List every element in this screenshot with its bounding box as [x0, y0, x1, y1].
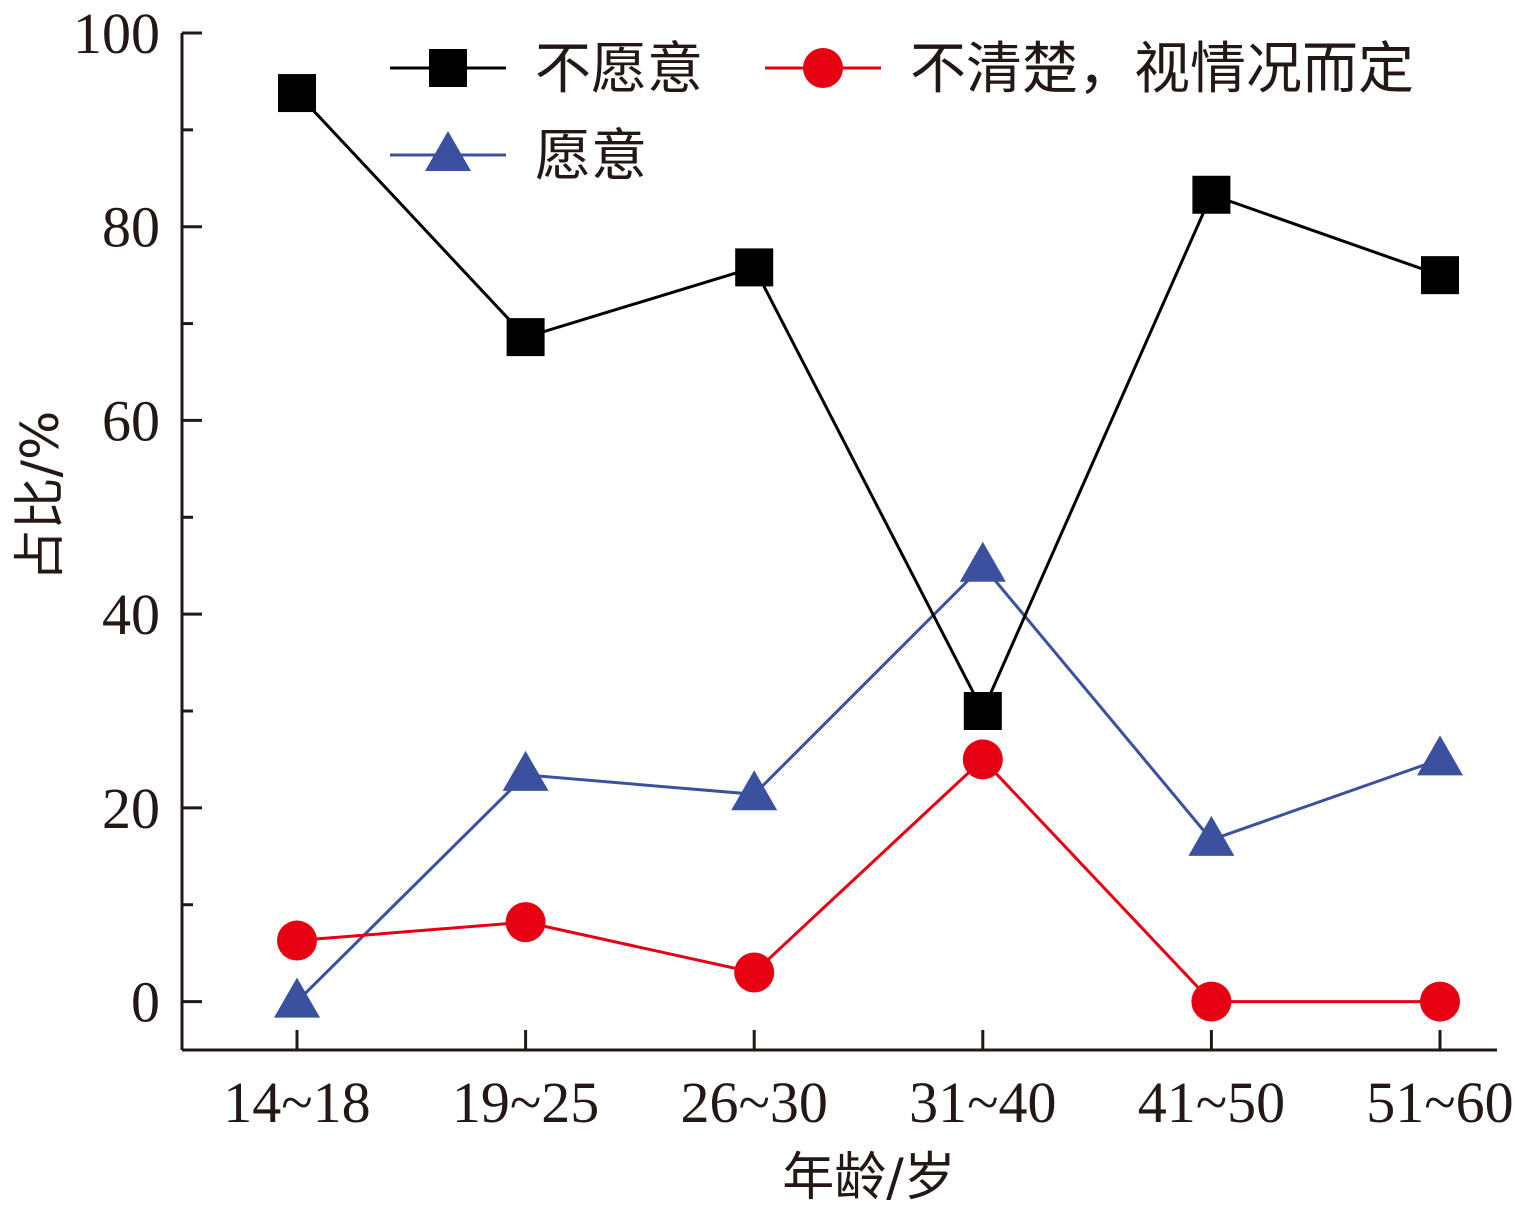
- data-point: [1188, 815, 1235, 856]
- data-point: [1191, 981, 1232, 1022]
- data-point: [1421, 256, 1459, 295]
- x-tick-label: 31~40: [909, 1070, 1056, 1135]
- y-tick-label: 0: [131, 970, 160, 1035]
- x-tick-label: 19~25: [452, 1070, 599, 1135]
- x-axis-title: 年龄/岁: [782, 1148, 956, 1208]
- data-point: [734, 952, 775, 993]
- legend-item: 愿意: [390, 124, 647, 189]
- data-point: [731, 770, 778, 811]
- legend-item: 不清楚，视情况而定: [765, 37, 1414, 102]
- series-layer: [274, 74, 1463, 1022]
- y-axis-title: 占比/%: [11, 411, 71, 582]
- legend-label: 不愿意: [535, 37, 703, 102]
- series-line: [296, 757, 1440, 1004]
- legend-item: 不愿意: [390, 37, 703, 102]
- series-2: [274, 541, 1463, 1018]
- data-point: [502, 750, 549, 791]
- y-tick-label: 80: [102, 195, 160, 260]
- legend-marker: [425, 131, 471, 171]
- x-tick-label: 14~18: [223, 1070, 370, 1135]
- series-1: [277, 739, 1460, 1022]
- data-point: [505, 902, 546, 943]
- y-tick-label: 20: [102, 776, 160, 841]
- data-point: [1192, 175, 1231, 214]
- data-point: [963, 692, 1002, 730]
- data-point: [962, 739, 1003, 780]
- data-point: [1417, 735, 1463, 776]
- legend-marker: [429, 49, 467, 87]
- legend-marker: [803, 48, 843, 88]
- data-point: [959, 541, 1006, 582]
- series-line: [295, 563, 1441, 1003]
- x-tick-label: 51~60: [1366, 1070, 1513, 1135]
- legend-label: 不清楚，视情况而定: [910, 37, 1414, 102]
- y-tick-label: 40: [102, 582, 160, 647]
- legend-label: 愿意: [535, 124, 647, 189]
- y-tick-label: 100: [73, 1, 160, 66]
- data-point: [277, 920, 317, 961]
- data-point: [274, 977, 320, 1018]
- axes: 0 20 40 60 80 100 14~18 19~25 26~30 31~40 41~50 51~…: [73, 1, 1514, 1135]
- data-point: [1420, 981, 1460, 1022]
- x-tick-label: 41~50: [1138, 1070, 1285, 1135]
- x-tick-label: 26~30: [681, 1070, 828, 1135]
- data-point: [506, 318, 545, 357]
- series-0: [278, 74, 1459, 730]
- data-point: [278, 74, 316, 113]
- data-point: [735, 248, 774, 287]
- y-tick-label: 60: [102, 388, 160, 453]
- series-line: [295, 92, 1441, 715]
